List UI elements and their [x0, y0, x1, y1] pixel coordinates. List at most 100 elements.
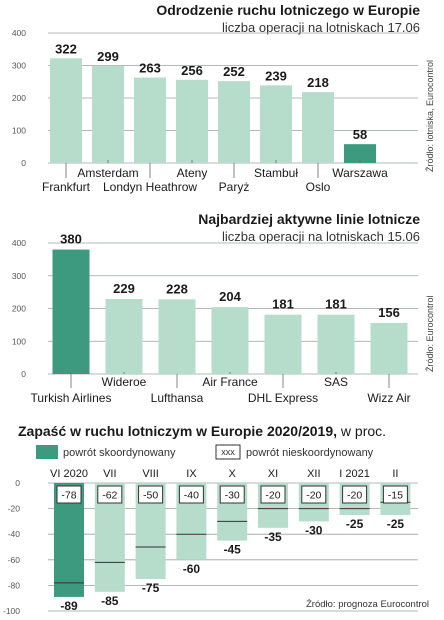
chart1-subtitle: liczba operacji na lotniskach 17.06 [222, 20, 420, 35]
chart3-ytick-label: -60 [8, 555, 21, 565]
chart2-bar [370, 322, 408, 374]
chart3-category-label: VII [103, 468, 116, 480]
chart3-uncoordinated-label: -20 [347, 490, 362, 502]
chart2-value-label: 181 [272, 297, 294, 312]
chart1-bar [302, 92, 334, 163]
chart1-bar [260, 85, 292, 163]
chart3-uncoordinated-label: -50 [143, 490, 158, 502]
chart2-bar [158, 299, 196, 374]
chart1-category-label: Warszawa [332, 166, 388, 180]
legend-uncoordinated-label: powrót nieskoordynowany [246, 447, 374, 459]
chart3-coordinated-label: -25 [346, 517, 364, 531]
chart1-bar [92, 65, 124, 163]
chart1-source: Źródło: lotniska, Eurocontrol [425, 60, 435, 172]
chart3-category-label: I 2021 [339, 468, 370, 480]
chart3-category-label: VI 2020 [50, 468, 88, 480]
chart3-uncoordinated-label: -20 [306, 490, 321, 502]
chart3-uncoordinated-box [56, 485, 82, 504]
chart1-value-label: 58 [353, 127, 367, 142]
legend-uncoordinated-box-text: xxx [221, 447, 235, 457]
chart3-uncoordinated-label: -20 [265, 490, 280, 502]
chart2-value-label: 156 [378, 305, 400, 320]
chart1-bar [218, 81, 250, 163]
chart1-bar [134, 77, 166, 163]
chart3-title-main: Zapaść w ruchu lotniczym w Europie 2020/… [18, 423, 337, 439]
chart2-category-label: Turkish Airlines [31, 391, 112, 405]
chart3-uncoordinated-box [260, 485, 286, 504]
chart1-ytick-label: 100 [12, 126, 26, 136]
chart1-plot: 0 100 200 300 400 322 Frankfurt 299 Amsterdam 263… [12, 28, 418, 194]
chart3-coordinated-label: -35 [264, 530, 282, 544]
chart1-value-label: 252 [223, 64, 245, 79]
chart2-title: Najbardziej aktywne linie lotnicze [198, 211, 420, 227]
chart2-bar [317, 314, 355, 374]
chart2-category-label: SAS [324, 375, 348, 389]
chart2-bar [105, 299, 143, 374]
chart3-uncoordinated-label: -30 [225, 490, 240, 502]
chart1-value-label: 239 [265, 68, 287, 83]
chart3-source-background [298, 596, 436, 610]
chart3-uncoordinated-box [138, 485, 164, 504]
chart2-ytick-label: 400 [12, 238, 26, 248]
chart2-subtitle: liczba operacji na lotniskach 15.06 [222, 229, 420, 244]
chart2-source: Źródło: Eurocontrol [425, 295, 435, 372]
chart2-category-label: Wizz Air [367, 391, 410, 405]
chart1-ytick-label: 0 [21, 158, 26, 168]
chart2-category-label: Wideroe [102, 375, 147, 389]
chart1-value-label: 256 [181, 63, 203, 78]
chart3-uncoordinated-box [301, 485, 327, 504]
chart3-uncoordinated-label: -78 [61, 490, 76, 502]
chart3-category-label: II [392, 468, 398, 480]
chart1-category-label: Stambuł [254, 166, 298, 180]
chart3-uncoordinated-label: -40 [184, 490, 199, 502]
chart1-category-label: Amsterdam [77, 166, 138, 180]
chart3-uncoordinated-label: -15 [388, 490, 403, 502]
chart3-category-label: IX [186, 468, 197, 480]
chart1-ytick-label: 400 [12, 28, 26, 38]
chart1-ytick-label: 200 [12, 93, 26, 103]
chart1-category-label: Oslo [306, 180, 331, 194]
chart3-category-label: XI [268, 468, 278, 480]
chart3-coordinated-label: -30 [305, 523, 323, 537]
chart3-coordinated-label: -89 [60, 599, 78, 613]
chart2-value-label: 229 [113, 281, 135, 296]
chart3-ytick-label: -40 [8, 529, 21, 539]
chart3-coordinated-label: -45 [224, 543, 242, 557]
chart2-value-label: 181 [325, 297, 347, 312]
chart2-value-label: 204 [219, 289, 241, 304]
chart1-value-label: 263 [139, 61, 161, 76]
chart3-coordinated-label: -75 [142, 581, 160, 595]
chart3-coordinated-label: -60 [183, 562, 201, 576]
chart3-ytick-label: -100 [3, 606, 20, 616]
chart3-category-label: XII [307, 468, 320, 480]
chart3-title: Zapaść w ruchu lotniczym w Europie 2020/… [18, 423, 386, 439]
chart3-coordinated-label: -85 [101, 594, 119, 608]
chart3-source: Źródło: prognoza Eurocontrol [306, 599, 429, 610]
chart2-value-label: 228 [166, 281, 188, 296]
chart3-uncoordinated-box [382, 485, 408, 504]
chart2-ytick-label: 200 [12, 304, 26, 314]
chart1-value-label: 218 [307, 75, 329, 90]
chart1-value-label: 322 [55, 41, 77, 56]
chart2-plot: 0 100 200 300 400 380 Turkish Airlines 229 Wider… [12, 232, 418, 405]
chart1-bar [176, 79, 208, 163]
chart3-title-unit: w proc. [340, 423, 386, 439]
chart1-bar [344, 144, 376, 163]
chart1-category-label: Ateny [177, 166, 208, 180]
legend-coordinated-swatch [36, 445, 58, 459]
chart3-ytick-label: -20 [8, 504, 21, 514]
chart2-bar [52, 249, 90, 374]
chart1-category-label: Londyn Heathrow [103, 180, 197, 194]
chart2-ytick-label: 0 [21, 369, 26, 379]
chart2-ytick-label: 300 [12, 271, 26, 281]
chart1-category-label: Paryż [219, 180, 250, 194]
chart3-plot: 0 -20 -40 -60 -80 -100 VI 2020 -89 -78 VII -85 -62 V… [3, 468, 418, 616]
chart3-uncoordinated-box [342, 485, 368, 504]
chart3-ytick-label: 0 [15, 478, 20, 488]
chart2-value-label: 380 [60, 232, 82, 247]
chart1-bar [50, 58, 82, 163]
chart2-bar [211, 307, 249, 374]
chart3-uncoordinated-label: -62 [102, 490, 117, 502]
